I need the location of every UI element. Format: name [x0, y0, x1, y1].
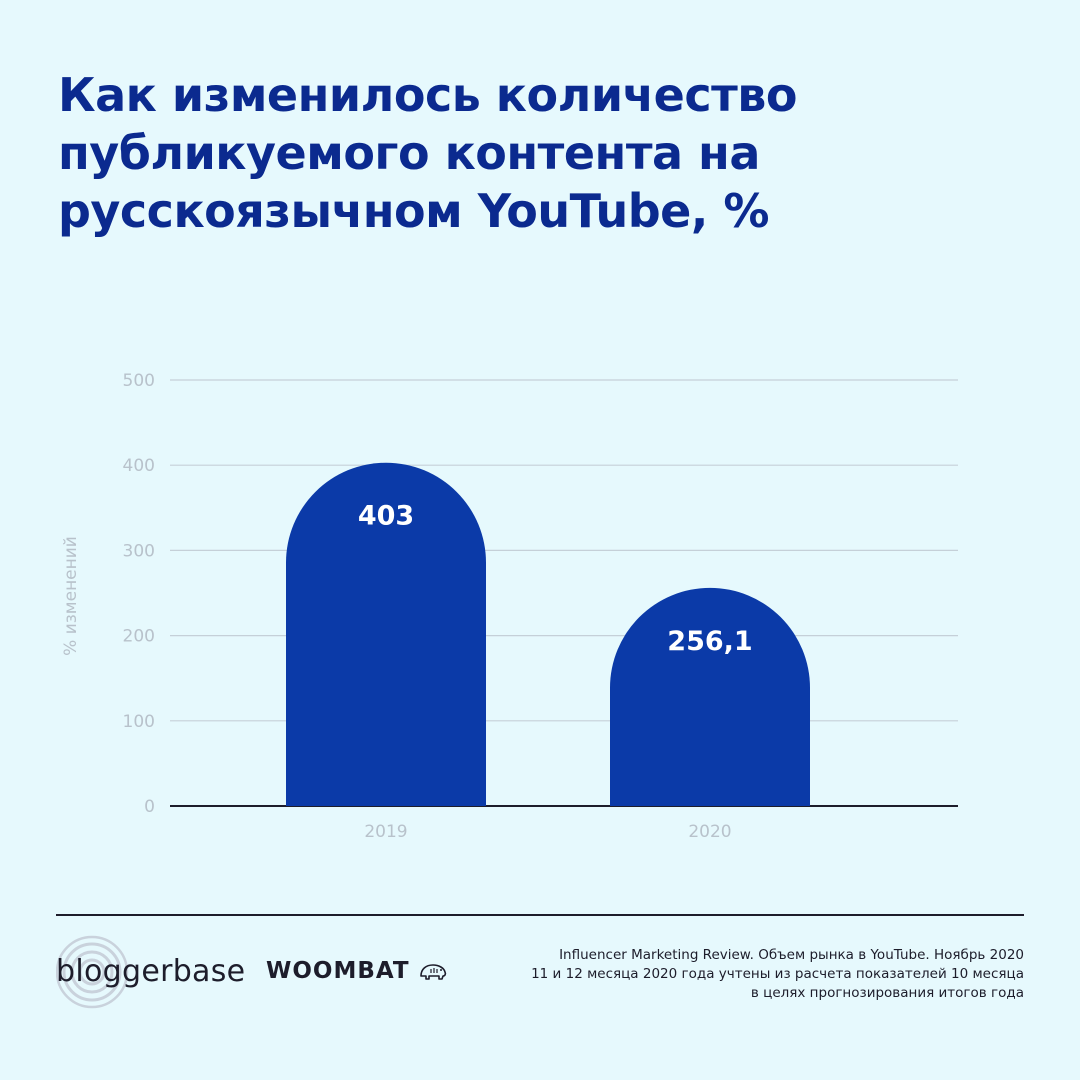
bloggerbase-logo: bloggerbase: [56, 934, 256, 1010]
title-line-1: Как изменилось количество: [58, 68, 797, 122]
x-tick-label: 2019: [364, 822, 407, 842]
x-tick-label: 2020: [688, 822, 731, 842]
y-tick-label: 400: [123, 456, 155, 476]
source-line-2: 11 и 12 месяца 2020 года учтены из расче…: [531, 966, 1024, 982]
bar-chart: 0 100 200 300 400 500 403 2019 256,1 2020 % измен…: [61, 371, 958, 842]
source-line-3: в целях прогнозирования итогов года: [750, 985, 1024, 1001]
bloggerbase-logo-text: bloggerbase: [56, 954, 246, 989]
footer-divider: [56, 914, 1024, 916]
page-title: Как изменилось количество публикуемого к…: [58, 66, 1018, 240]
y-tick-label: 200: [123, 627, 155, 647]
title-line-3: русскоязычном YouTube, %: [58, 184, 769, 238]
y-tick-label: 100: [123, 712, 155, 732]
y-tick-label: 500: [123, 371, 155, 391]
bars: [286, 462, 810, 806]
labels: 0 100 200 300 400 500 403 2019 256,1 2020: [123, 371, 753, 842]
source-line-1: Influencer Marketing Review. Объем рынка…: [559, 947, 1024, 963]
y-tick-label: 0: [144, 797, 155, 817]
bar-2019: [286, 462, 486, 806]
woombat-logo-text: WOOMBAT: [266, 958, 410, 984]
title-line-2: публикуемого контента на: [58, 126, 760, 180]
y-axis-label: % изменений: [61, 536, 81, 656]
data-label: 256,1: [667, 626, 752, 657]
woombat-logo: WOOMBAT: [266, 958, 448, 984]
bar-2020: [610, 587, 810, 806]
concentric-circles-icon: [56, 935, 129, 1009]
y-tick-label: 300: [123, 541, 155, 561]
wombat-icon: [419, 964, 446, 980]
source-note: Influencer Marketing Review. Объем рынка…: [464, 946, 1024, 1003]
data-label: 403: [358, 501, 414, 532]
